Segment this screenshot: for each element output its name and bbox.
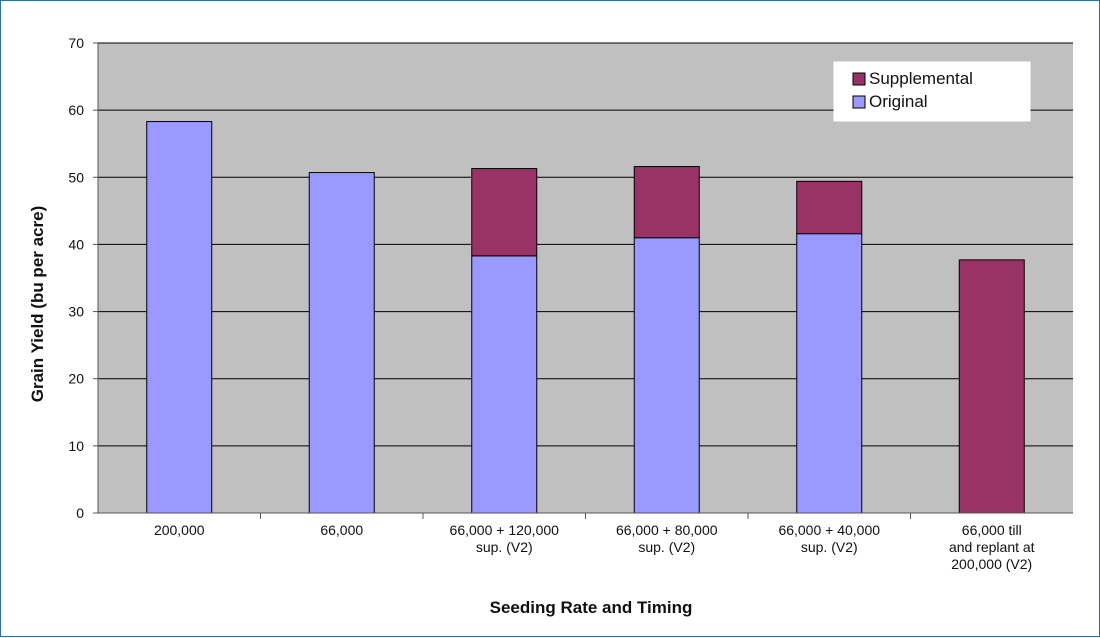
bar-supplemental (796, 180, 863, 235)
x-tick-label: 66,000 till and replant at 200,000 (V2) (949, 522, 1035, 572)
x-tick-label: 66,000 + 120,000 sup. (V2) (450, 522, 560, 555)
x-tick-labels: 200,000 66,000 66,000 + 120,000 sup. (V2) 66… (154, 513, 1035, 572)
y-tick-label: 50 (68, 169, 84, 185)
legend-swatch-original (852, 95, 866, 109)
y-tick-label: 0 (76, 505, 84, 521)
x-tick-label: 200,000 (154, 522, 205, 538)
legend-box (833, 61, 1031, 122)
y-tick-label: 60 (68, 102, 84, 118)
x-tick-label: 66,000 + 40,000 sup. (V2) (778, 522, 880, 555)
x-tick-label: 66,000 (320, 522, 363, 538)
bar-supplemental (633, 166, 700, 239)
x-axis-label: Seeding Rate and Timing (490, 598, 693, 617)
y-tick-label: 10 (68, 438, 84, 454)
y-tick-label: 30 (68, 304, 84, 320)
bar-original (796, 233, 863, 514)
legend-label-supplemental: Supplemental (869, 69, 973, 88)
y-axis-label: Grain Yield (bu per acre) (28, 206, 47, 403)
bar-supplemental (958, 259, 1025, 514)
bar-original (633, 237, 700, 514)
bar-original (308, 172, 375, 514)
y-tick-label: 70 (68, 35, 84, 51)
y-tick-labels: 0 10 20 30 40 50 60 70 (68, 35, 98, 521)
bar-original (146, 121, 213, 514)
legend-swatch-supplemental (852, 72, 866, 86)
legend: Supplemental Original (833, 61, 1031, 122)
legend-label-original: Original (869, 92, 928, 111)
y-tick-label: 40 (68, 236, 84, 252)
x-tick-label: 66,000 + 80,000 sup. (V2) (616, 522, 718, 555)
y-tick-label: 20 (68, 371, 84, 387)
bar-supplemental (471, 168, 538, 257)
bar-original (471, 255, 538, 514)
